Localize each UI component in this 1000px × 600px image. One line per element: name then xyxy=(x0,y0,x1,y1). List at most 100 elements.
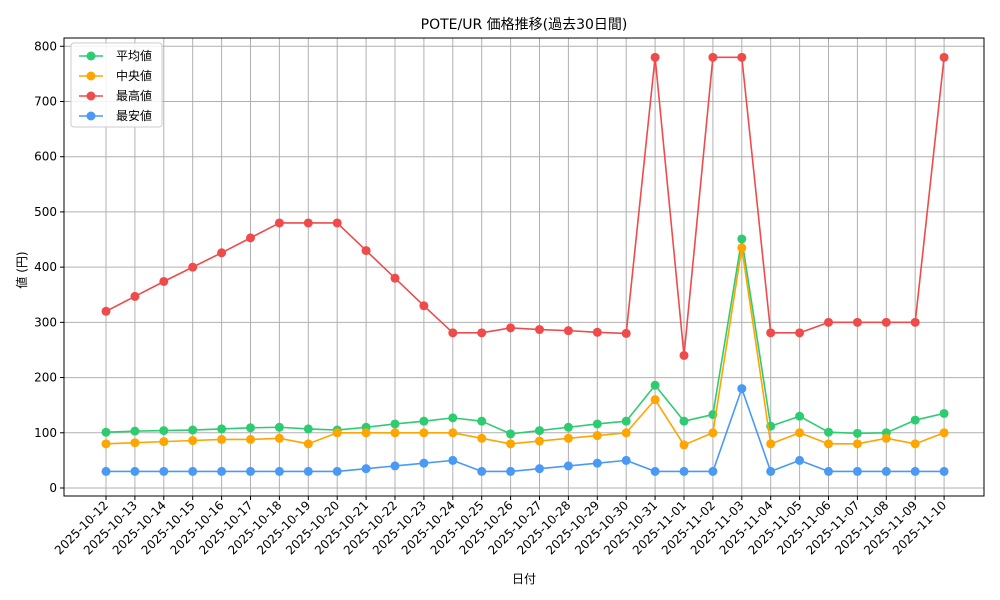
data-point xyxy=(621,416,631,426)
y-tick-label: 500 xyxy=(34,205,57,219)
data-point xyxy=(795,428,805,438)
data-point xyxy=(188,466,198,476)
data-point xyxy=(477,433,487,443)
data-point xyxy=(390,419,400,429)
data-point xyxy=(708,466,718,476)
data-point xyxy=(419,428,429,438)
data-point xyxy=(824,427,833,437)
data-point xyxy=(361,464,371,474)
data-point xyxy=(592,458,602,468)
legend-label: 最安値 xyxy=(116,108,152,123)
chart-title: POTE/UR 価格推移(過去30日間) xyxy=(421,17,628,33)
data-point xyxy=(621,455,631,465)
data-point xyxy=(679,440,689,450)
data-point xyxy=(159,426,169,436)
data-point xyxy=(795,328,805,338)
data-point xyxy=(390,428,400,438)
data-point xyxy=(332,466,342,476)
data-point xyxy=(766,328,776,338)
data-point xyxy=(332,218,342,228)
data-point xyxy=(563,422,573,432)
data-point xyxy=(650,52,660,62)
data-point xyxy=(708,428,718,438)
data-point xyxy=(563,326,573,336)
data-point xyxy=(737,243,747,253)
data-point xyxy=(101,466,111,476)
data-point xyxy=(477,466,487,476)
data-point xyxy=(939,52,949,62)
data-point xyxy=(737,384,747,394)
data-point xyxy=(563,433,573,443)
data-point xyxy=(535,464,544,474)
data-point xyxy=(881,317,891,327)
data-point xyxy=(506,323,516,333)
data-point xyxy=(130,426,140,436)
data-point xyxy=(130,291,140,301)
data-point xyxy=(824,317,833,327)
y-tick-label: 700 xyxy=(34,94,57,108)
data-point xyxy=(303,466,313,476)
data-point xyxy=(679,466,689,476)
legend-marker xyxy=(86,51,96,61)
data-point xyxy=(679,350,689,360)
data-point xyxy=(650,395,660,405)
series-line xyxy=(105,56,945,357)
data-point xyxy=(448,413,458,423)
y-tick-label: 100 xyxy=(34,426,57,440)
data-point xyxy=(592,431,602,441)
data-point xyxy=(939,466,949,476)
data-point xyxy=(852,466,862,476)
y-axis-ticks: 0 100 200 300 400 500 600 700 800 xyxy=(34,39,64,495)
data-point xyxy=(448,455,458,465)
data-point xyxy=(592,327,602,337)
data-point xyxy=(795,411,805,421)
data-point xyxy=(246,466,255,476)
y-tick-label: 400 xyxy=(34,260,57,274)
data-point xyxy=(506,439,516,449)
data-point xyxy=(101,306,111,316)
x-axis-title: 日付 xyxy=(512,572,536,586)
data-point xyxy=(766,466,776,476)
legend-box xyxy=(70,42,163,128)
data-point xyxy=(274,433,284,443)
data-point xyxy=(361,428,371,438)
data-point xyxy=(361,246,371,256)
data-point xyxy=(419,301,429,311)
data-point xyxy=(419,458,429,468)
legend-marker xyxy=(86,91,96,101)
data-point xyxy=(332,428,342,438)
data-point xyxy=(188,436,198,446)
data-point xyxy=(737,52,747,62)
data-point xyxy=(303,424,313,434)
legend-label: 平均値 xyxy=(116,48,152,63)
data-point xyxy=(390,273,400,283)
legend-label: 中央値 xyxy=(116,68,152,83)
data-point xyxy=(246,233,255,243)
data-point xyxy=(621,428,631,438)
data-point xyxy=(939,428,949,438)
data-point xyxy=(130,438,140,448)
data-point xyxy=(737,234,747,244)
data-point xyxy=(852,439,862,449)
data-point xyxy=(159,466,169,476)
data-point xyxy=(477,328,487,338)
data-point xyxy=(766,439,776,449)
y-tick-label: 0 xyxy=(49,481,57,495)
data-point xyxy=(217,424,227,434)
series-line xyxy=(106,387,945,473)
data-point xyxy=(390,461,400,471)
data-point xyxy=(881,466,891,476)
data-point xyxy=(535,436,544,446)
data-point xyxy=(852,428,862,438)
data-point xyxy=(217,434,227,444)
data-point xyxy=(535,325,544,335)
data-point xyxy=(824,466,833,476)
data-point xyxy=(621,328,631,338)
legend-marker xyxy=(86,111,96,121)
series-line xyxy=(105,238,945,435)
data-point xyxy=(881,433,891,443)
data-point xyxy=(563,461,573,471)
legend-label: 最高値 xyxy=(116,88,152,103)
